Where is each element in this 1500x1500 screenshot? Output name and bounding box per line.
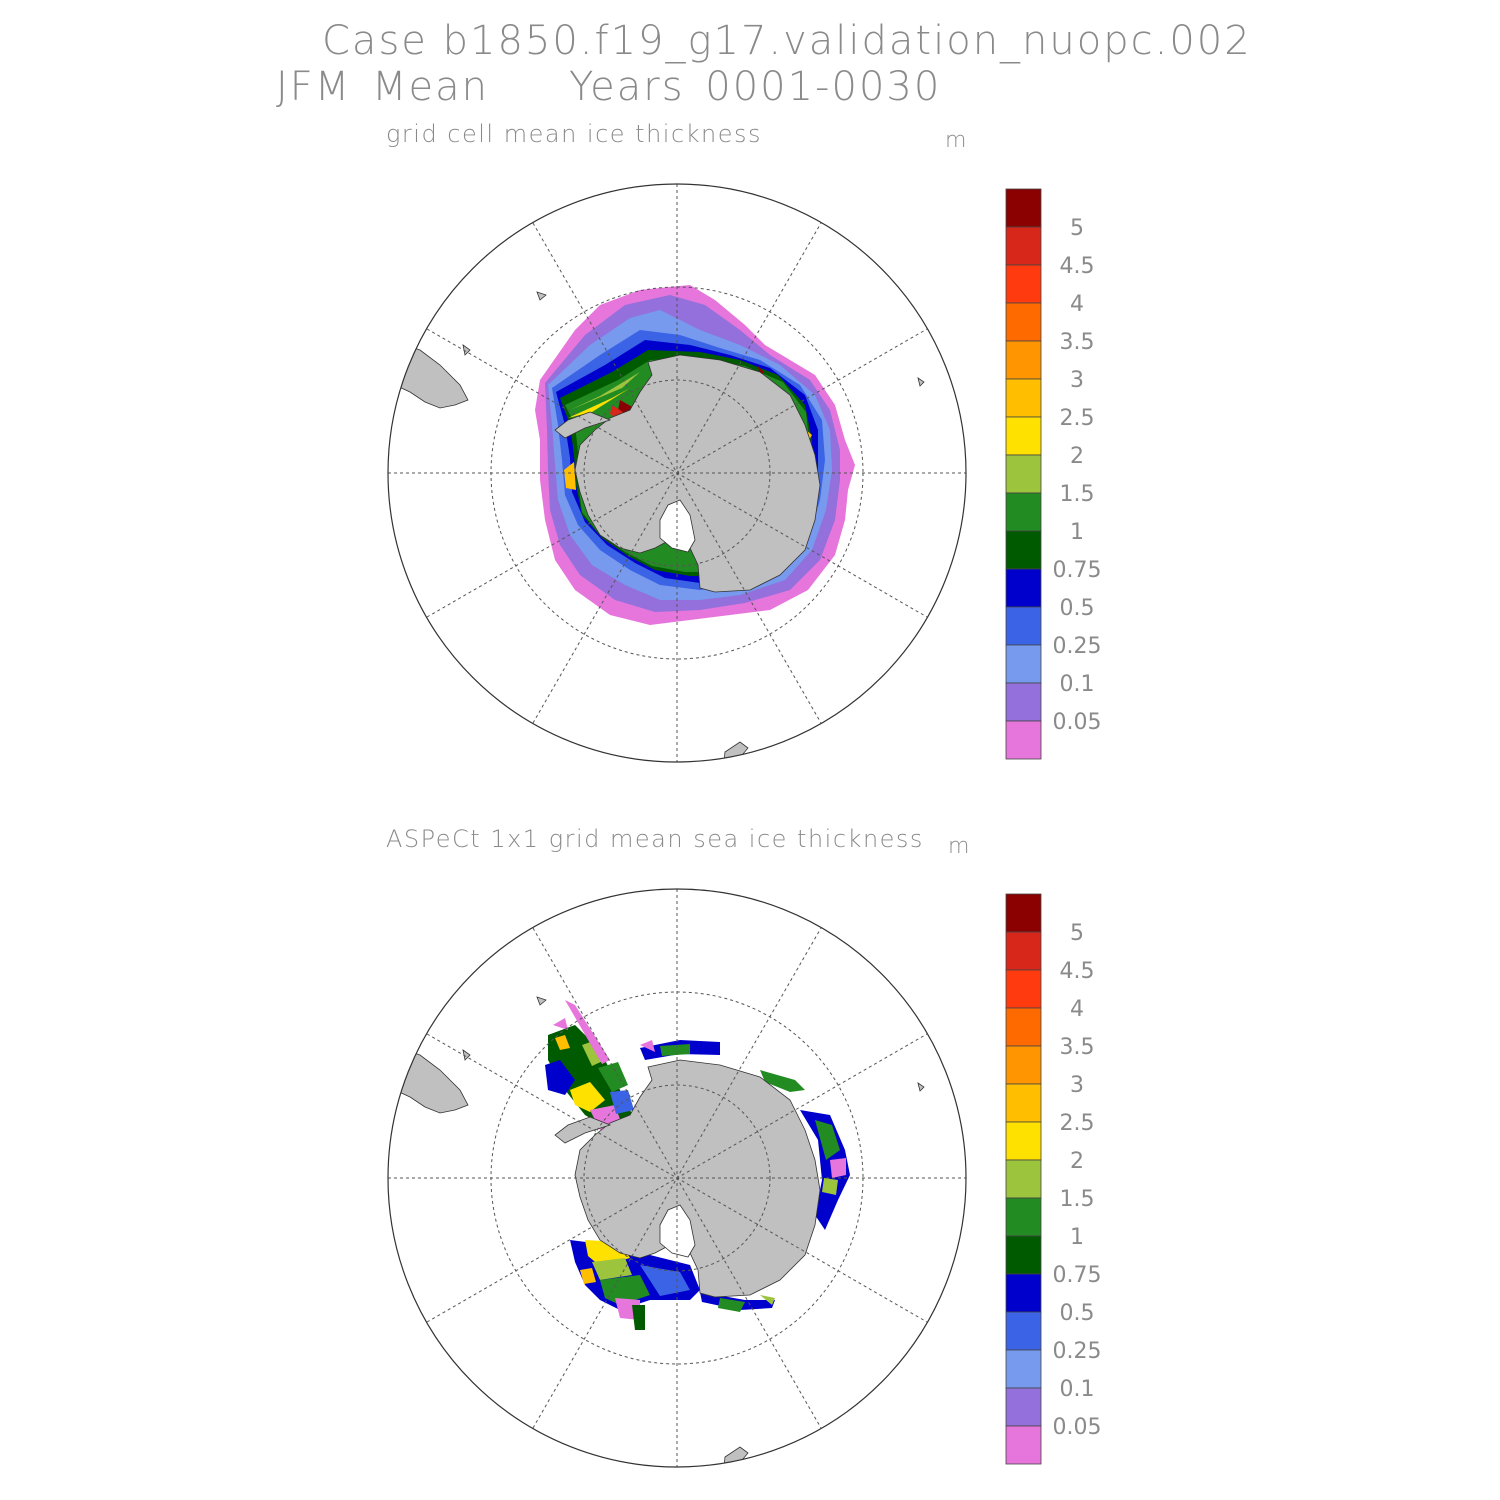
- colorbar-swatch: [1005, 1235, 1042, 1275]
- colorbar-label: 1.5: [1060, 1187, 1095, 1212]
- years-label: Years 0001-0030: [569, 64, 942, 110]
- colorbar-swatch: [1005, 1311, 1042, 1351]
- colorbar-swatch: [1005, 1045, 1042, 1085]
- case-title: Case b1850.f19_g17.validation_nuopc.002: [322, 18, 1252, 64]
- antarctic-peninsula: [554, 411, 612, 439]
- colorbar-label: 1: [1070, 1225, 1084, 1250]
- season-label: JFM Mean: [276, 64, 490, 110]
- colorbar-swatch: [1005, 568, 1042, 608]
- colorbar-swatch: [1005, 644, 1042, 684]
- period-title: JFM Mean Years 0001-0030: [276, 64, 941, 110]
- panel1-unit: m: [945, 128, 967, 153]
- colorbar-label: 4: [1070, 292, 1084, 317]
- colorbar-swatch: [1005, 454, 1042, 494]
- map-boundary-panel2: [387, 888, 967, 1468]
- colorbar-label: 3: [1070, 1073, 1084, 1098]
- colorbar-swatch: [1005, 1159, 1042, 1199]
- colorbar-swatch: [1005, 226, 1042, 266]
- colorbar-swatch: [1005, 188, 1042, 228]
- colorbar-label: 1.5: [1060, 482, 1095, 507]
- colorbar-swatch: [1005, 1387, 1042, 1427]
- colorbar-label: 2: [1070, 1149, 1084, 1174]
- colorbar-label: 0.5: [1060, 1301, 1095, 1326]
- ice-band-3: [564, 462, 576, 490]
- colorbar-label: 3.5: [1060, 330, 1095, 355]
- colorbar-label: 4.5: [1060, 959, 1095, 984]
- colorbar-label: 4.5: [1060, 254, 1095, 279]
- colorbar-label: 5: [1070, 216, 1084, 241]
- colorbar-swatch: [1005, 302, 1042, 342]
- map-model-ice-thickness: [387, 183, 967, 763]
- colorbar-swatch: [1005, 264, 1042, 304]
- colorbar-label: 0.25: [1053, 634, 1102, 659]
- colorbar-panel1: 5 4.5 4 3.5 3 2.5 2 1.5 1 0.75 0.5 0.25 0.1 0.05: [1005, 188, 1102, 760]
- colorbar-label: 0.75: [1053, 1263, 1102, 1288]
- colorbar-swatch: [1005, 1007, 1042, 1047]
- colorbar-panel2: 5 4.5 4 3.5 3 2.5 2 1.5 1 0.75 0.5 0.25 0.1 0.05: [1005, 893, 1102, 1465]
- new-zealand-2: [723, 1446, 749, 1467]
- map-aspect-ice-thickness: [387, 888, 967, 1468]
- antarctic-peninsula-2: [554, 1116, 612, 1144]
- colorbar-swatch: [1005, 340, 1042, 380]
- colorbar-label: 0.05: [1053, 710, 1102, 735]
- colorbar-swatch: [1005, 720, 1042, 760]
- colorbar-label: 3: [1070, 368, 1084, 393]
- colorbar-swatch: [1005, 1425, 1042, 1465]
- colorbar-label: 5: [1070, 921, 1084, 946]
- colorbar-label: 0.1: [1060, 672, 1095, 697]
- colorbar-swatch: [1005, 492, 1042, 532]
- colorbar-label: 0.05: [1053, 1415, 1102, 1440]
- colorbar-label: 2: [1070, 444, 1084, 469]
- colorbar-swatch: [1005, 416, 1042, 456]
- colorbar-swatch: [1005, 682, 1042, 722]
- colorbar-swatch: [1005, 1121, 1042, 1161]
- panel1-title: grid cell mean ice thickness: [386, 120, 763, 148]
- panel2-title: ASPeCt 1x1 grid mean sea ice thickness: [386, 825, 924, 853]
- colorbar-label: 0.1: [1060, 1377, 1095, 1402]
- colorbar-swatch: [1005, 378, 1042, 418]
- colorbar-swatch: [1005, 1197, 1042, 1237]
- colorbar-label: 2.5: [1060, 406, 1095, 431]
- colorbar-swatch: [1005, 931, 1042, 971]
- graticule-panel2: [388, 889, 966, 1467]
- graticule-panel1: [388, 184, 966, 762]
- colorbar-swatch: [1005, 530, 1042, 570]
- colorbar-label: 0.5: [1060, 596, 1095, 621]
- colorbar-label: 0.75: [1053, 558, 1102, 583]
- panel2-unit: m: [948, 834, 970, 859]
- colorbar-swatch: [1005, 1083, 1042, 1123]
- colorbar-swatch: [1005, 1273, 1042, 1313]
- colorbar-swatch: [1005, 1349, 1042, 1389]
- colorbar-swatch: [1005, 606, 1042, 646]
- new-zealand: [723, 741, 749, 762]
- colorbar-label: 1: [1070, 520, 1084, 545]
- colorbar-label: 2.5: [1060, 1111, 1095, 1136]
- colorbar-label: 0.25: [1053, 1339, 1102, 1364]
- map-boundary-panel1: [387, 183, 967, 763]
- colorbar-label: 4: [1070, 997, 1084, 1022]
- colorbar-label: 3.5: [1060, 1035, 1095, 1060]
- colorbar-swatch: [1005, 893, 1042, 933]
- colorbar-swatch: [1005, 969, 1042, 1009]
